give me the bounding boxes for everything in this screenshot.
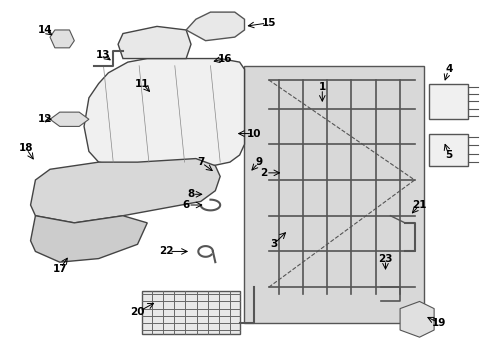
Text: 18: 18 <box>19 143 33 153</box>
Bar <box>428 134 467 166</box>
Polygon shape <box>84 59 244 169</box>
Text: 4: 4 <box>444 64 451 74</box>
Text: 2: 2 <box>260 168 267 178</box>
Text: 19: 19 <box>431 318 445 328</box>
Text: 15: 15 <box>261 18 276 28</box>
FancyBboxPatch shape <box>244 66 424 323</box>
Text: 13: 13 <box>96 50 110 60</box>
Text: 12: 12 <box>38 114 52 124</box>
Text: 5: 5 <box>444 150 451 160</box>
Text: 7: 7 <box>197 157 204 167</box>
Polygon shape <box>30 158 220 223</box>
Text: 21: 21 <box>411 200 426 210</box>
Polygon shape <box>118 26 191 59</box>
Text: 9: 9 <box>255 157 262 167</box>
Polygon shape <box>399 301 433 337</box>
Polygon shape <box>30 216 147 262</box>
Text: 17: 17 <box>52 264 67 274</box>
Text: 6: 6 <box>182 200 189 210</box>
Polygon shape <box>50 112 89 126</box>
Text: 3: 3 <box>269 239 277 249</box>
Text: 1: 1 <box>318 82 325 92</box>
Text: 14: 14 <box>38 25 52 35</box>
Text: 8: 8 <box>187 189 194 199</box>
Polygon shape <box>186 12 244 41</box>
Bar <box>142 291 239 334</box>
Text: 11: 11 <box>135 78 149 89</box>
Text: 23: 23 <box>378 253 392 264</box>
Bar <box>428 84 467 119</box>
Text: 20: 20 <box>130 307 144 317</box>
Polygon shape <box>50 30 74 48</box>
Text: 16: 16 <box>217 54 232 64</box>
Text: 10: 10 <box>246 129 261 139</box>
Text: 22: 22 <box>159 247 174 256</box>
